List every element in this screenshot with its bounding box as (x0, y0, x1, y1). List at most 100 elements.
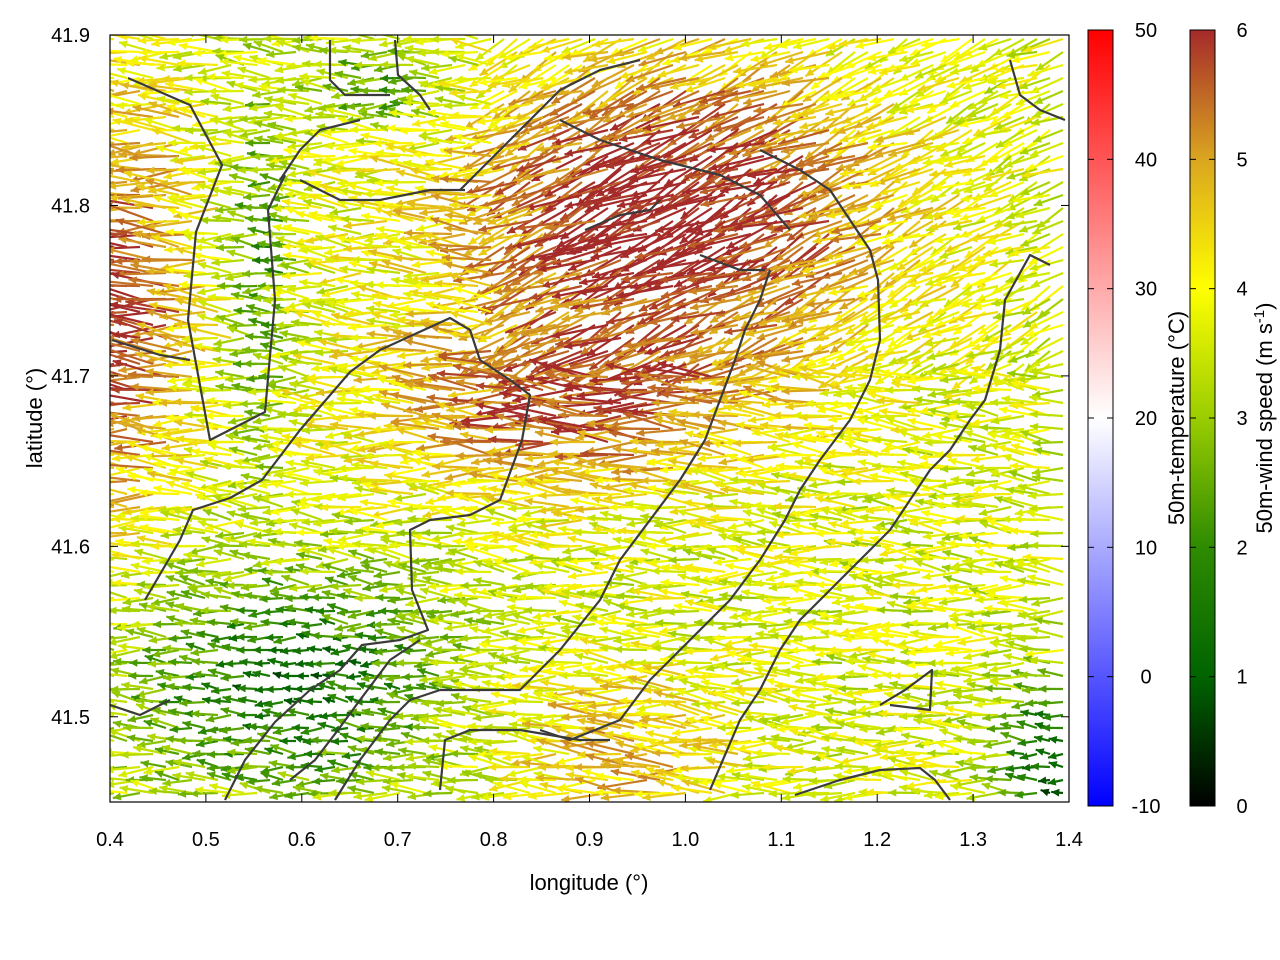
wind-arrow-head (88, 60, 96, 68)
wind-arrow-head (1021, 170, 1031, 179)
wind-arrow-head (305, 42, 315, 51)
wind-arrow-head (615, 80, 624, 89)
wind-arrow-shaft (264, 35, 284, 41)
wind-arrow-head (94, 55, 103, 63)
wind-arrow-shaft (380, 35, 401, 41)
wind-arrow-head (117, 67, 127, 75)
wind-arrow-head (230, 163, 239, 172)
wind-arrow-shaft (110, 323, 115, 327)
wind-arrow-head (909, 96, 919, 105)
wind-arrow-head (313, 157, 323, 166)
wind-arrow-head (476, 90, 486, 99)
wind-arrow-head (252, 152, 261, 161)
wind-arrow-head (248, 75, 257, 84)
wind-arrow-head (189, 142, 199, 151)
wind-arrow-shaft (598, 128, 648, 141)
wind-arrow-head (360, 132, 370, 141)
wind-arrow-head (315, 110, 324, 119)
wind-arrow-head (476, 117, 486, 126)
wind-arrow-head (670, 82, 679, 90)
wind-arrow-head (207, 135, 217, 143)
wind-arrow-head (997, 81, 1006, 90)
wind-arrow-head (246, 27, 255, 35)
wind-arrow-head (498, 50, 508, 59)
wind-arrow-head (287, 142, 296, 151)
wind-arrow-shaft (110, 174, 141, 184)
wind-arrow-shaft (581, 141, 635, 167)
wind-arrow-head (619, 71, 629, 79)
wind-arrow-head (939, 96, 949, 105)
wind-arrow-head (220, 58, 229, 66)
wind-arrow-head (77, 105, 86, 113)
wind-arrow-head (166, 104, 176, 112)
wind-arrow-head (181, 168, 191, 176)
wind-arrow-head (564, 67, 573, 76)
wind-arrow-head (508, 98, 518, 106)
wind-arrow-head (110, 167, 113, 176)
wind-arrow-head (399, 73, 408, 82)
wind-arrow-head (501, 80, 511, 89)
wind-arrow-head (895, 44, 905, 53)
wind-arrow-head (83, 326, 92, 334)
wind-arrow-head (73, 420, 82, 428)
wind-arrow-head (1033, 135, 1043, 143)
wind-arrow-head (799, 122, 809, 130)
wind-arrow-head (944, 160, 954, 168)
wind-arrow-head (375, 149, 384, 157)
wind-arrow-head (735, 81, 745, 89)
wind-arrow-head (322, 155, 331, 164)
wind-arrow-head (606, 56, 616, 65)
wind-arrow-head (463, 172, 472, 181)
wind-arrow-head (750, 54, 760, 63)
wind-arrow-head (123, 170, 133, 179)
wind-arrow-head (662, 58, 672, 66)
wind-arrow-head (754, 122, 764, 130)
wind-arrow-shaft (721, 167, 778, 181)
wind-arrow-shaft (110, 144, 141, 158)
wind-arrow-head (753, 106, 763, 114)
wind-arrow-shaft (129, 167, 180, 183)
wind-arrow-head (740, 39, 750, 48)
wind-arrow-head (244, 100, 254, 109)
wind-arrow-head (266, 161, 275, 170)
wind-arrow-head (544, 53, 553, 62)
wind-arrow-head (76, 73, 84, 81)
wind-arrow-shaft (110, 50, 128, 55)
wind-arrow-head (864, 61, 874, 69)
wind-arrow-head (771, 131, 780, 140)
wind-arrow-shaft (110, 101, 115, 106)
wind-arrow-shaft (462, 35, 479, 41)
wind-arrow-head (1003, 153, 1013, 161)
wind-arrow-shaft (523, 103, 570, 129)
wind-arrow-head (110, 461, 111, 463)
wind-arrow-head (98, 391, 107, 399)
wind-arrow-head (777, 171, 786, 180)
wind-arrow-head (357, 105, 367, 114)
wind-arrow-head (404, 44, 414, 53)
wind-arrow-head (711, 111, 721, 120)
wind-arrow-head (253, 120, 263, 129)
wind-arrow-head (263, 35, 272, 43)
wind-arrow-head (299, 72, 308, 81)
wind-arrow-head (245, 139, 254, 147)
wind-arrow-head (100, 47, 108, 55)
wind-arrow-head (73, 280, 81, 288)
wind-arrow-head (301, 145, 311, 153)
wind-arrow-head (676, 121, 685, 130)
wind-arrow-head (99, 196, 108, 204)
wind-arrow-head (478, 78, 488, 86)
wind-arrow-head (288, 129, 297, 137)
wind-arrow-head (388, 109, 398, 118)
wind-arrow-head (118, 150, 127, 159)
wind-arrow-head (215, 53, 225, 62)
wind-arrow-head (479, 67, 489, 76)
wind-arrow-shaft (677, 141, 726, 166)
wind-arrow-head (359, 87, 368, 95)
wind-arrow-head (60, 277, 68, 285)
wind-arrow-head (748, 80, 757, 88)
wind-arrow-head (316, 68, 326, 77)
wind-arrow-head (313, 60, 322, 69)
wind-arrow-head (110, 157, 120, 166)
wind-arrow-head (356, 77, 365, 86)
wind-arrow-head (143, 117, 153, 126)
